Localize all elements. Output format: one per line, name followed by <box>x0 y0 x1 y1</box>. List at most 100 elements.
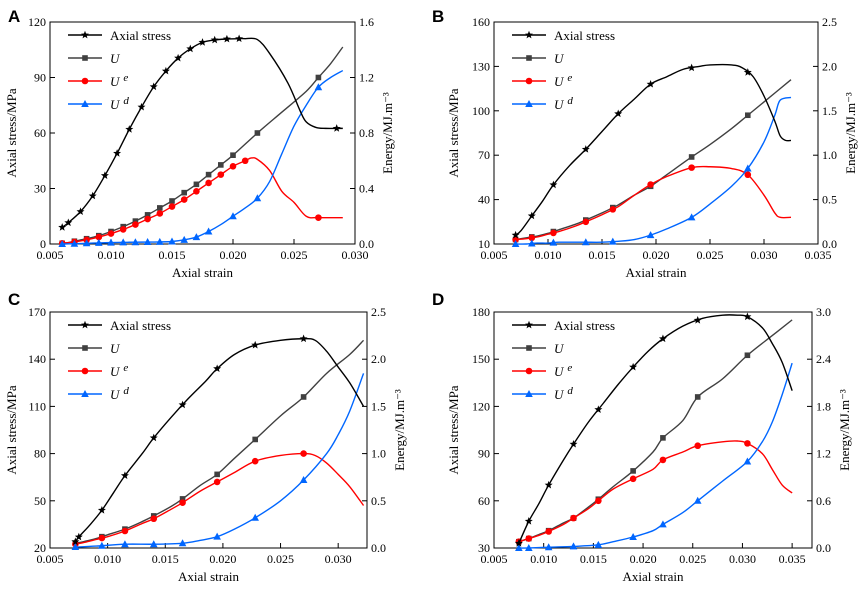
legend-marker-axial_stress <box>81 320 89 329</box>
y-left-tick-label: 90 <box>34 71 46 85</box>
data-point-axial_stress <box>251 340 260 349</box>
legend-marker-ue <box>81 367 89 375</box>
data-point-ue <box>300 450 307 457</box>
legend-label: U <box>110 51 121 66</box>
data-point-ud <box>204 227 213 235</box>
data-point-ue <box>525 535 533 542</box>
data-point-u <box>252 436 258 443</box>
legend-label: U <box>110 341 121 356</box>
x-tick-label: 0.010 <box>98 248 125 262</box>
data-point-axial_stress <box>137 102 146 111</box>
data-point-ud <box>743 457 752 465</box>
data-point-axial_stress <box>235 34 244 43</box>
data-point-ud <box>549 238 558 246</box>
y-right-tick-label: 0.0 <box>822 237 837 251</box>
data-point-ud <box>143 238 152 246</box>
legend-marker-ud <box>525 100 533 107</box>
y-left-axis-title: Axial stress/MPa <box>446 88 461 177</box>
x-tick-label: 0.010 <box>535 248 562 262</box>
data-point-axial_stress <box>58 223 67 231</box>
y-left-tick-label: 120 <box>472 399 490 413</box>
data-point-ue <box>119 226 127 233</box>
y-right-tick-label: 2.5 <box>822 15 837 29</box>
data-point-ud <box>229 212 237 220</box>
data-point-u <box>745 112 751 119</box>
data-point-ud <box>524 544 533 551</box>
data-point-axial_stress <box>161 66 170 75</box>
y-right-tick-label: 0.0 <box>371 541 386 555</box>
legend-label: Axial stress <box>110 28 171 43</box>
data-point-ue <box>647 181 654 188</box>
data-point-u <box>179 496 186 502</box>
legend-marker-axial_stress <box>525 30 533 39</box>
data-point-ud <box>131 238 140 246</box>
data-point-axial_stress <box>743 312 752 321</box>
y-left-tick-label: 100 <box>472 104 490 118</box>
data-point-ud <box>511 240 520 247</box>
y-left-tick-label: 140 <box>28 352 46 366</box>
series-line-ue <box>515 165 792 241</box>
x-axis-title: Axial strain <box>178 569 240 584</box>
data-point-ud <box>659 520 667 528</box>
panel-d: D 0.005 0.010 0.015 0.020 0.025 0.030 0.035 30 60… <box>432 290 852 584</box>
panel-letter: A <box>8 7 20 26</box>
data-point-axial_stress <box>113 149 122 157</box>
data-point-axial_stress <box>594 405 603 413</box>
y-right-tick-label: 2.0 <box>371 352 386 366</box>
panel-a: A 0.005 0.010 0.015 0.020 0.025 0.030 0 30 60 90 12… <box>4 7 395 280</box>
data-point-axial_stress <box>186 44 195 53</box>
data-point-u <box>660 435 666 441</box>
y-left-tick-label: 60 <box>34 126 46 140</box>
y-left-tick-label: 0 <box>40 237 46 251</box>
series-line-ud <box>515 96 792 245</box>
y-right-tick-label: 1.5 <box>822 104 837 118</box>
y-left-tick-label: 180 <box>472 305 490 319</box>
series-line-u <box>62 46 344 245</box>
y-right-tick-label: 1.2 <box>359 71 374 85</box>
data-point-ud <box>687 213 696 221</box>
data-point-axial_stress <box>693 316 702 324</box>
data-point-axial_stress <box>646 79 655 88</box>
y-left-axis-title: Axial stress/MPa <box>446 385 461 474</box>
data-point-axial_stress <box>178 400 187 409</box>
series-line-ue <box>518 440 793 543</box>
data-point-ue <box>205 179 212 187</box>
data-point-axial_stress <box>332 124 341 132</box>
data-point-ue <box>251 457 259 465</box>
data-point-u <box>630 468 636 474</box>
data-point-ud <box>582 238 590 246</box>
data-point-ud <box>544 543 553 551</box>
y-right-tick-label: 0.4 <box>359 182 374 196</box>
panel-letter: C <box>8 290 20 309</box>
data-point-ue <box>121 527 129 535</box>
data-point-axial_stress <box>581 145 590 153</box>
data-point-u <box>218 162 224 168</box>
data-point-axial_stress <box>149 433 158 442</box>
y-left-tick-label: 110 <box>28 399 46 413</box>
legend-marker-u <box>82 55 88 61</box>
y-right-tick-label: 2.5 <box>371 305 386 319</box>
y-right-tick-label: 1.6 <box>359 15 374 29</box>
data-point-ud <box>107 238 115 246</box>
x-tick-label: 0.035 <box>779 552 806 566</box>
data-point-ue <box>688 164 695 171</box>
data-point-ue <box>694 442 702 450</box>
y-left-tick-label: 60 <box>478 494 490 508</box>
legend-label: Axial stress <box>110 318 171 333</box>
legend-marker-ud <box>81 100 89 107</box>
x-tick-label: 0.025 <box>697 248 724 262</box>
data-point-u <box>254 130 261 136</box>
y-right-tick-label: 1.8 <box>816 399 831 413</box>
plot-frame <box>49 311 368 549</box>
y-left-tick-label: 50 <box>34 494 46 508</box>
x-tick-label: 0.015 <box>589 248 616 262</box>
y-left-tick-label: 90 <box>478 447 490 461</box>
x-tick-label: 0.025 <box>281 248 308 262</box>
data-point-axial_stress <box>76 207 85 216</box>
y-right-axis-title: Energy/MJ.m⁻³ <box>380 92 395 174</box>
legend-label: Axial stress <box>554 318 615 333</box>
